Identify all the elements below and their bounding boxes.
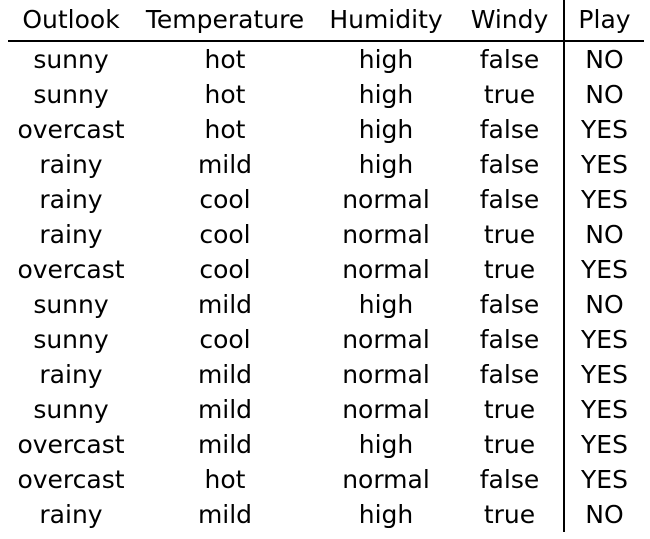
table-row: sunny mild normal true YES [8, 392, 644, 427]
cell-humidity: normal [342, 185, 430, 214]
cell-temperature: mild [197, 150, 253, 179]
cell-outlook: overcast [17, 255, 125, 284]
cell-outlook: rainy [39, 500, 103, 529]
cell-outlook: overcast [17, 430, 125, 459]
cell-play: NO [563, 77, 644, 112]
cell-play: YES [563, 252, 644, 287]
cell-windy: true [483, 395, 536, 424]
cell-humidity: high [358, 430, 414, 459]
cell-play: YES [563, 322, 644, 357]
cell-outlook: overcast [17, 465, 125, 494]
cell-outlook: sunny [33, 395, 109, 424]
cell-windy: true [483, 220, 536, 249]
cell-humidity: high [358, 500, 414, 529]
table-row: rainy cool normal false YES [8, 182, 644, 217]
cell-play: NO [563, 497, 644, 532]
cell-temperature: mild [197, 360, 253, 389]
table-row: overcast hot high false YES [8, 112, 644, 147]
cell-play: YES [563, 427, 644, 462]
header-temperature: Temperature [134, 0, 316, 42]
cell-temperature: mild [197, 395, 253, 424]
cell-temperature: cool [199, 325, 251, 354]
cell-windy: true [483, 255, 536, 284]
table-row: rainy cool normal true NO [8, 217, 644, 252]
cell-windy: false [479, 465, 540, 494]
cell-outlook: sunny [33, 80, 109, 109]
cell-play: YES [563, 357, 644, 392]
table-body: sunny hot high false NO sunny hot high true NO ove… [8, 41, 644, 532]
table-row: rainy mild normal false YES [8, 357, 644, 392]
cell-windy: false [479, 185, 540, 214]
table-row: sunny hot high true NO [8, 77, 644, 112]
cell-temperature: cool [199, 255, 251, 284]
header-humidity: Humidity [316, 0, 456, 42]
cell-windy: false [479, 290, 540, 319]
cell-humidity: high [358, 45, 414, 74]
table-row: sunny hot high false NO [8, 41, 644, 77]
cell-play: NO [563, 287, 644, 322]
table-row: sunny cool normal false YES [8, 322, 644, 357]
cell-humidity: normal [342, 360, 430, 389]
cell-temperature: mild [197, 290, 253, 319]
cell-play: YES [563, 462, 644, 497]
cell-play: YES [563, 147, 644, 182]
cell-windy: true [483, 500, 536, 529]
cell-humidity: normal [342, 325, 430, 354]
cell-humidity: high [358, 80, 414, 109]
cell-windy: false [479, 115, 540, 144]
cell-outlook: rainy [39, 185, 103, 214]
cell-humidity: normal [342, 255, 430, 284]
cell-temperature: cool [199, 220, 251, 249]
cell-temperature: hot [204, 80, 246, 109]
cell-humidity: high [358, 115, 414, 144]
cell-outlook: rainy [39, 220, 103, 249]
cell-windy: true [483, 430, 536, 459]
cell-play: NO [563, 217, 644, 252]
cell-windy: false [479, 150, 540, 179]
table-row: overcast mild high true YES [8, 427, 644, 462]
cell-temperature: mild [197, 500, 253, 529]
header-play: Play [563, 0, 644, 42]
cell-humidity: normal [342, 220, 430, 249]
cell-temperature: hot [204, 115, 246, 144]
cell-temperature: mild [197, 430, 253, 459]
cell-outlook: sunny [33, 45, 109, 74]
cell-play: YES [563, 392, 644, 427]
cell-temperature: hot [204, 45, 246, 74]
table-row: sunny mild high false NO [8, 287, 644, 322]
cell-outlook: rainy [39, 360, 103, 389]
cell-outlook: sunny [33, 290, 109, 319]
cell-windy: false [479, 360, 540, 389]
header-windy: Windy [456, 0, 564, 42]
cell-humidity: normal [342, 465, 430, 494]
cell-windy: false [479, 45, 540, 74]
cell-play: NO [563, 41, 644, 77]
cell-humidity: high [358, 150, 414, 179]
weather-play-table: Outlook Temperature Humidity Windy Play … [8, 0, 644, 532]
cell-outlook: sunny [33, 325, 109, 354]
cell-windy: true [483, 80, 536, 109]
cell-play: YES [563, 112, 644, 147]
header-outlook: Outlook [8, 0, 134, 42]
cell-play: YES [563, 182, 644, 217]
table-row: overcast cool normal true YES [8, 252, 644, 287]
table-row: rainy mild high false YES [8, 147, 644, 182]
cell-temperature: cool [199, 185, 251, 214]
table-header: Outlook Temperature Humidity Windy Play [8, 0, 644, 42]
cell-outlook: overcast [17, 115, 125, 144]
cell-humidity: high [358, 290, 414, 319]
cell-temperature: hot [204, 465, 246, 494]
table-row: rainy mild high true NO [8, 497, 644, 532]
cell-windy: false [479, 325, 540, 354]
cell-outlook: rainy [39, 150, 103, 179]
header-row: Outlook Temperature Humidity Windy Play [8, 0, 644, 42]
cell-humidity: normal [342, 395, 430, 424]
table-row: overcast hot normal false YES [8, 462, 644, 497]
